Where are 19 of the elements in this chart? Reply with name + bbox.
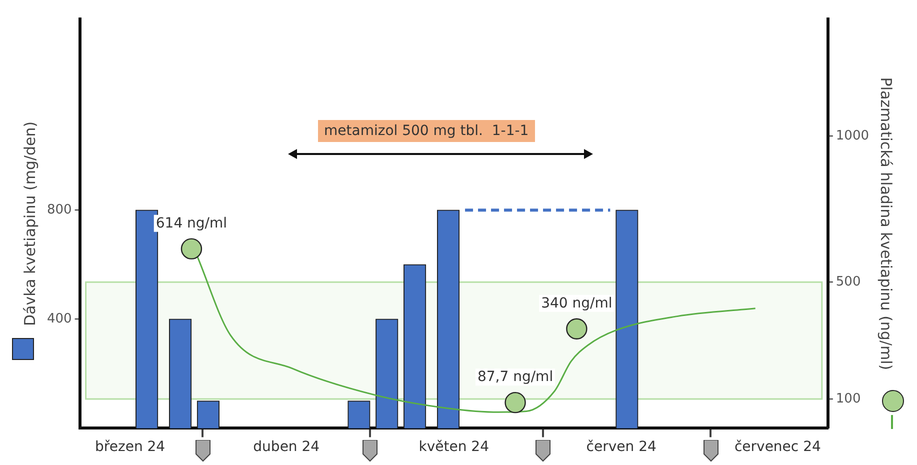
y2-tick-label: 1000 — [836, 128, 870, 144]
y2-axis-title: Plazmatická hladina kvetiapinu (ng/ml) — [877, 77, 896, 370]
y2-tick-label: 500 — [836, 274, 861, 290]
data-label: 87,7 ng/ml — [477, 369, 554, 386]
y-axis-title: Dávka kvetiapinu (mg/den) — [20, 121, 39, 326]
x-tick-label: červen 24 — [586, 439, 656, 456]
point — [566, 318, 588, 340]
point — [504, 392, 526, 414]
y-tick-label: 400 — [46, 312, 72, 327]
data-label: 340 ng/ml — [541, 296, 612, 312]
annotation: metamizol 500 mg tbl. 1-1-1 — [318, 120, 535, 142]
y2-tick-label: 100 — [836, 391, 861, 406]
data-label: 614 ng/ml — [156, 215, 228, 232]
y-tick-label: 800 — [46, 202, 72, 218]
x-tick-label: duben 24 — [253, 439, 320, 456]
x-tick-label: květen 24 — [418, 439, 490, 456]
x-tick-label: červenec 24 — [734, 439, 821, 456]
x-tick-label: březen 24 — [95, 439, 166, 456]
point — [180, 238, 202, 260]
